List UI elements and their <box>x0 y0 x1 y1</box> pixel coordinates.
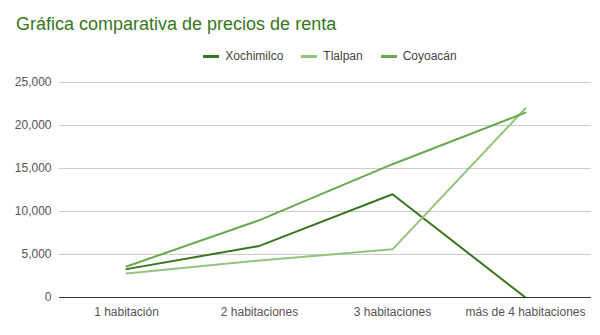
svg-text:15,000: 15,000 <box>15 161 52 175</box>
svg-text:más de 4 habitaciones: más de 4 habitaciones <box>465 305 585 319</box>
svg-text:25,000: 25,000 <box>15 75 52 89</box>
svg-text:5,000: 5,000 <box>21 247 51 261</box>
svg-text:0: 0 <box>45 290 52 304</box>
svg-text:1 habitación: 1 habitación <box>94 305 159 319</box>
svg-text:3 habitaciones: 3 habitaciones <box>354 305 431 319</box>
svg-text:2 habitaciones: 2 habitaciones <box>221 305 298 319</box>
html-text:Gráfica comparativa de precios: Gráfica comparativa de precios de renta <box>16 14 337 34</box>
html-text:Coyoacán: Coyoacán <box>402 49 457 63</box>
html-text:Tlalpan: Tlalpan <box>323 49 363 63</box>
svg-text:20,000: 20,000 <box>15 118 52 132</box>
svg-text:10,000: 10,000 <box>15 204 52 218</box>
html-text:Xochimilco: Xochimilco <box>225 49 284 63</box>
